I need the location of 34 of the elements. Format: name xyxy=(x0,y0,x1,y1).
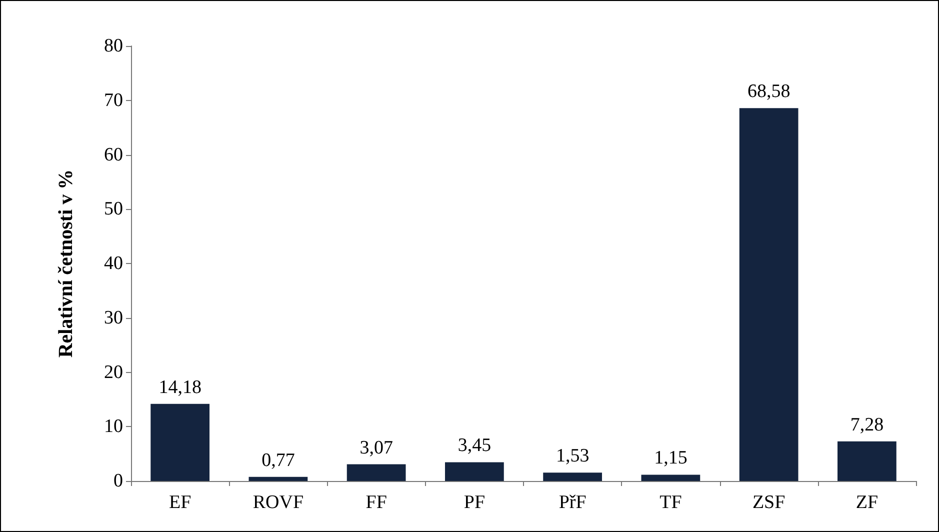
y-tick-label: 20 xyxy=(104,362,123,383)
bar xyxy=(641,474,700,481)
x-tick-label: ROVF xyxy=(252,492,304,513)
data-label: 1,53 xyxy=(556,446,590,467)
y-tick-label: 80 xyxy=(104,36,123,56)
bar xyxy=(739,108,798,481)
x-tick-label: PřF xyxy=(558,492,586,513)
y-tick-label: 70 xyxy=(104,90,123,111)
y-tick-label: 40 xyxy=(104,253,123,274)
data-label: 1,15 xyxy=(654,448,688,469)
data-label: 7,28 xyxy=(850,414,884,436)
x-tick-label: ZF xyxy=(856,492,878,513)
data-label: 0,77 xyxy=(262,450,295,471)
data-label: 68,58 xyxy=(747,81,790,102)
bar xyxy=(445,462,504,481)
data-label: 14,18 xyxy=(158,376,202,398)
bar xyxy=(248,476,308,481)
y-tick-label: 50 xyxy=(104,198,123,220)
bar xyxy=(838,441,896,481)
y-axis-title: Relativní četnosti v % xyxy=(55,169,77,358)
x-tick-label: ZSF xyxy=(752,492,786,513)
y-tick-label: 30 xyxy=(104,307,123,328)
bar xyxy=(543,472,602,481)
x-tick-label: EF xyxy=(168,492,192,513)
y-tick-label: 0 xyxy=(114,470,123,492)
bar xyxy=(150,404,210,481)
data-label: 3,45 xyxy=(458,435,492,456)
x-tick-label: FF xyxy=(366,492,387,513)
x-tick-label: PF xyxy=(464,492,486,513)
x-tick-label: TF xyxy=(660,492,682,513)
bar xyxy=(346,464,406,481)
y-tick-label: 60 xyxy=(104,144,123,166)
y-tick-label: 10 xyxy=(104,416,123,438)
data-label: 3,07 xyxy=(360,437,393,458)
